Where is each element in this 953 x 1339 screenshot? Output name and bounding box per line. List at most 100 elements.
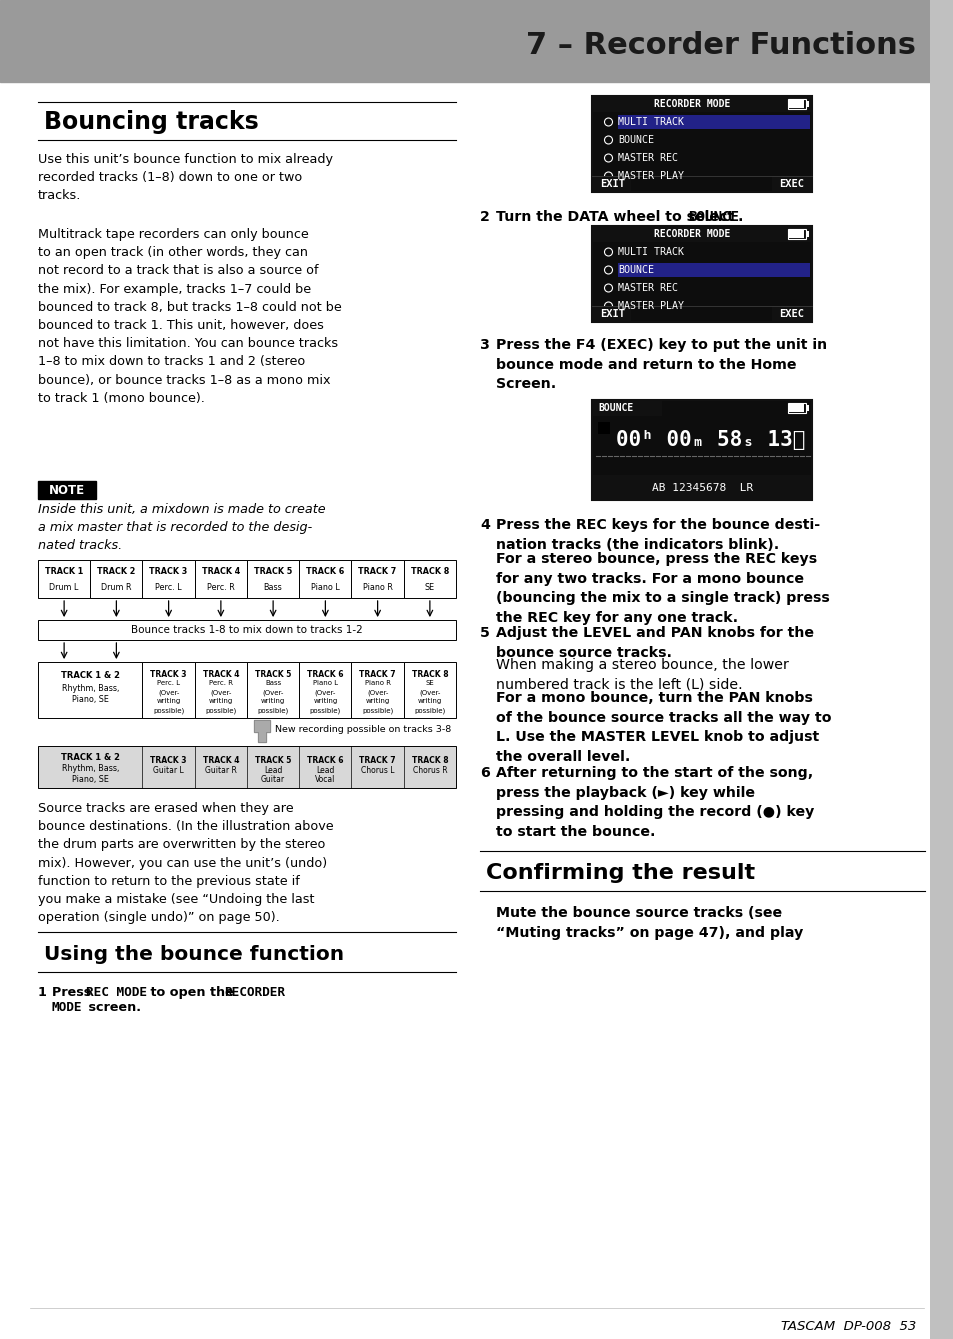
Text: to open the: to open the bbox=[146, 986, 238, 999]
Text: Use this unit’s bounce function to mix already
recorded tracks (1–8) down to one: Use this unit’s bounce function to mix a… bbox=[38, 153, 333, 202]
Bar bbox=[38, 661, 142, 718]
Text: Bass: Bass bbox=[265, 680, 281, 686]
Text: Rhythm, Bass,
Piano, SE: Rhythm, Bass, Piano, SE bbox=[62, 684, 119, 704]
Bar bbox=[592, 400, 661, 416]
Text: Vocal: Vocal bbox=[314, 775, 335, 785]
Text: Press the REC keys for the bounce desti-
nation tracks (the indicators blink).: Press the REC keys for the bounce desti-… bbox=[496, 518, 820, 552]
Bar bbox=[929, 0, 953, 1339]
Text: Mute the bounce source tracks (see
“Muting tracks” on page 47), and play: Mute the bounce source tracks (see “Muti… bbox=[496, 907, 802, 940]
Text: Piano R: Piano R bbox=[364, 680, 390, 686]
Text: After returning to the start of the song,
press the playback (►) key while
press: After returning to the start of the song… bbox=[496, 766, 814, 840]
Text: Piano L: Piano L bbox=[313, 680, 337, 686]
Text: EXEC: EXEC bbox=[779, 179, 803, 189]
Text: TASCAM  DP-008  53: TASCAM DP-008 53 bbox=[780, 1319, 915, 1332]
Bar bbox=[805, 100, 809, 107]
Bar bbox=[194, 560, 247, 599]
Text: TRACK 4: TRACK 4 bbox=[202, 670, 239, 679]
Text: Piano R: Piano R bbox=[362, 582, 392, 592]
Bar bbox=[247, 661, 299, 718]
Text: TRACK 5: TRACK 5 bbox=[254, 757, 291, 765]
Text: possible): possible) bbox=[257, 707, 289, 714]
Text: Adjust the LEVEL and PAN knobs for the
bounce source tracks.: Adjust the LEVEL and PAN knobs for the b… bbox=[496, 627, 813, 660]
Text: MASTER REC: MASTER REC bbox=[618, 283, 678, 293]
Text: 00ʰ 00ₘ 58ₛ 13₟: 00ʰ 00ₘ 58ₛ 13₟ bbox=[616, 430, 804, 450]
Text: 7 – Recorder Functions: 7 – Recorder Functions bbox=[525, 32, 915, 60]
Text: TRACK 4: TRACK 4 bbox=[202, 757, 239, 765]
Text: 4: 4 bbox=[479, 518, 489, 532]
Text: AB 12345678  LR: AB 12345678 LR bbox=[651, 483, 752, 493]
Text: writing: writing bbox=[365, 698, 390, 704]
Bar bbox=[142, 661, 194, 718]
Bar bbox=[592, 96, 812, 112]
Text: RECORDER MODE: RECORDER MODE bbox=[654, 229, 730, 238]
Text: 6: 6 bbox=[479, 766, 489, 781]
Polygon shape bbox=[253, 720, 270, 742]
Text: TRACK 7: TRACK 7 bbox=[358, 568, 396, 577]
Bar bbox=[38, 481, 96, 499]
Text: Bounce tracks 1-8 to mix down to tracks 1-2: Bounce tracks 1-8 to mix down to tracks … bbox=[131, 625, 362, 635]
Text: Lead: Lead bbox=[315, 766, 335, 775]
Bar bbox=[0, 0, 953, 82]
Text: TRACK 3: TRACK 3 bbox=[151, 757, 187, 765]
Text: TRACK 6: TRACK 6 bbox=[307, 757, 343, 765]
Bar bbox=[247, 560, 299, 599]
Text: 2: 2 bbox=[479, 210, 489, 224]
Text: TRACK 6: TRACK 6 bbox=[307, 670, 343, 679]
Bar bbox=[91, 560, 142, 599]
Bar bbox=[403, 560, 456, 599]
Text: TRACK 6: TRACK 6 bbox=[306, 568, 344, 577]
Text: (Over-: (Over- bbox=[158, 690, 179, 695]
Bar bbox=[403, 661, 456, 718]
Text: MASTER REC: MASTER REC bbox=[618, 153, 678, 163]
Text: Inside this unit, a mixdown is made to create
a mix master that is recorded to t: Inside this unit, a mixdown is made to c… bbox=[38, 503, 325, 553]
Bar bbox=[38, 620, 456, 640]
Text: Drum L: Drum L bbox=[50, 582, 79, 592]
Text: TRACK 8: TRACK 8 bbox=[410, 568, 449, 577]
Bar bbox=[805, 404, 809, 411]
Text: possible): possible) bbox=[361, 707, 393, 714]
Text: Turn the DATA wheel to select: Turn the DATA wheel to select bbox=[496, 210, 739, 224]
Bar bbox=[38, 560, 91, 599]
Text: TRACK 8: TRACK 8 bbox=[411, 757, 448, 765]
Text: SE: SE bbox=[424, 582, 435, 592]
Text: TRACK 3: TRACK 3 bbox=[150, 568, 188, 577]
Text: Rhythm, Bass,
Piano, SE: Rhythm, Bass, Piano, SE bbox=[62, 765, 119, 783]
Text: Multitrack tape recorders can only bounce
to an open track (in other words, they: Multitrack tape recorders can only bounc… bbox=[38, 228, 341, 404]
Text: possible): possible) bbox=[205, 707, 236, 714]
Text: REC MODE: REC MODE bbox=[86, 986, 147, 999]
Text: For a mono bounce, turn the PAN knobs
of the bounce source tracks all the way to: For a mono bounce, turn the PAN knobs of… bbox=[496, 691, 831, 765]
Bar bbox=[788, 99, 805, 108]
Bar bbox=[788, 403, 805, 412]
Bar bbox=[299, 661, 351, 718]
Text: BOUNCE: BOUNCE bbox=[598, 403, 633, 412]
Text: BOUNCE: BOUNCE bbox=[687, 210, 739, 224]
Text: possible): possible) bbox=[152, 707, 184, 714]
Bar bbox=[789, 100, 803, 108]
Text: writing: writing bbox=[417, 698, 441, 704]
Text: TRACK 8: TRACK 8 bbox=[411, 670, 448, 679]
Text: TRACK 1: TRACK 1 bbox=[45, 568, 83, 577]
Text: TRACK 1 & 2: TRACK 1 & 2 bbox=[61, 671, 120, 680]
Bar bbox=[618, 262, 810, 277]
Text: Perc. L: Perc. L bbox=[157, 680, 180, 686]
Text: New recording possible on tracks 3-8: New recording possible on tracks 3-8 bbox=[274, 726, 451, 735]
Text: RECORDER MODE: RECORDER MODE bbox=[654, 99, 730, 108]
Bar bbox=[772, 175, 812, 191]
Text: Chorus R: Chorus R bbox=[412, 766, 447, 775]
Text: For a stereo bounce, press the REC keys
for any two tracks. For a mono bounce
(b: For a stereo bounce, press the REC keys … bbox=[496, 552, 829, 625]
Bar bbox=[592, 226, 812, 242]
Text: TRACK 5: TRACK 5 bbox=[254, 670, 291, 679]
Text: Press: Press bbox=[52, 986, 95, 999]
Bar bbox=[351, 661, 403, 718]
Bar bbox=[593, 475, 811, 499]
Bar bbox=[805, 232, 809, 237]
Text: MULTI TRACK: MULTI TRACK bbox=[618, 246, 684, 257]
Text: Guitar: Guitar bbox=[261, 775, 285, 785]
Text: writing: writing bbox=[313, 698, 337, 704]
Text: Guitar R: Guitar R bbox=[205, 766, 236, 775]
Bar bbox=[38, 746, 456, 787]
Text: 3: 3 bbox=[479, 337, 489, 352]
Bar bbox=[772, 307, 812, 321]
Text: (Over-: (Over- bbox=[262, 690, 283, 695]
Bar bbox=[598, 422, 610, 434]
